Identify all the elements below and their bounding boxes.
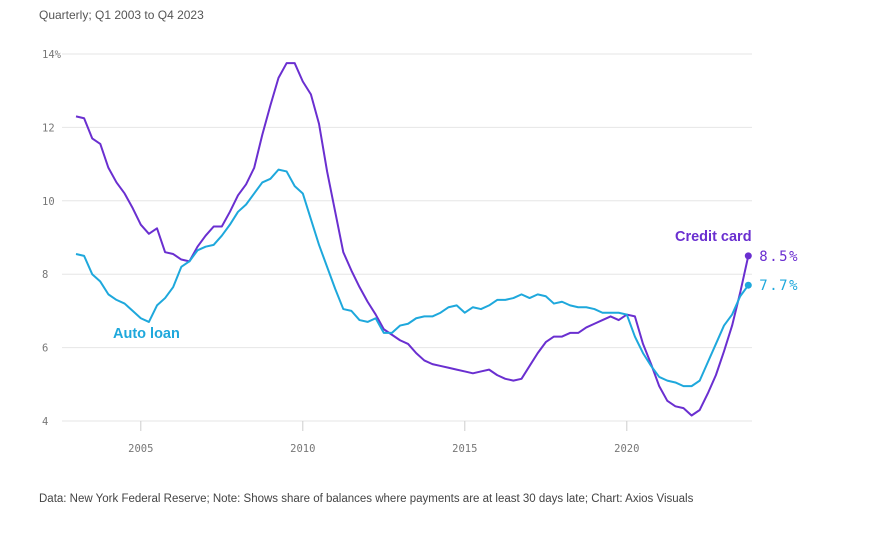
auto-loan-series-label: Auto loan xyxy=(113,326,180,342)
credit-card-end-label: 8.5% xyxy=(759,249,799,265)
x-tick-label: 2015 xyxy=(452,443,477,455)
auto-loan-end-point xyxy=(744,281,752,289)
y-tick-label: 14% xyxy=(42,49,62,61)
auto-loan-end-label: 7.7% xyxy=(759,278,799,294)
y-tick-label: 8 xyxy=(42,269,48,281)
y-tick-label: 10 xyxy=(42,196,55,208)
auto-loan-line xyxy=(75,168,750,388)
y-tick-label: 12 xyxy=(42,122,55,134)
chart-subtitle: Quarterly; Q1 2003 to Q4 2023 xyxy=(39,8,204,22)
credit-card-end-point xyxy=(744,252,752,260)
y-tick-label: 4 xyxy=(42,416,48,428)
y-tick-label: 6 xyxy=(42,343,48,355)
source-note: Data: New York Federal Reserve; Note: Sh… xyxy=(39,493,694,505)
x-tick-label: 2020 xyxy=(614,443,639,455)
credit-card-series-label: Credit card xyxy=(675,229,752,245)
credit-card-line xyxy=(75,62,750,417)
x-tick-label: 2005 xyxy=(128,443,153,455)
x-tick-label: 2010 xyxy=(290,443,315,455)
